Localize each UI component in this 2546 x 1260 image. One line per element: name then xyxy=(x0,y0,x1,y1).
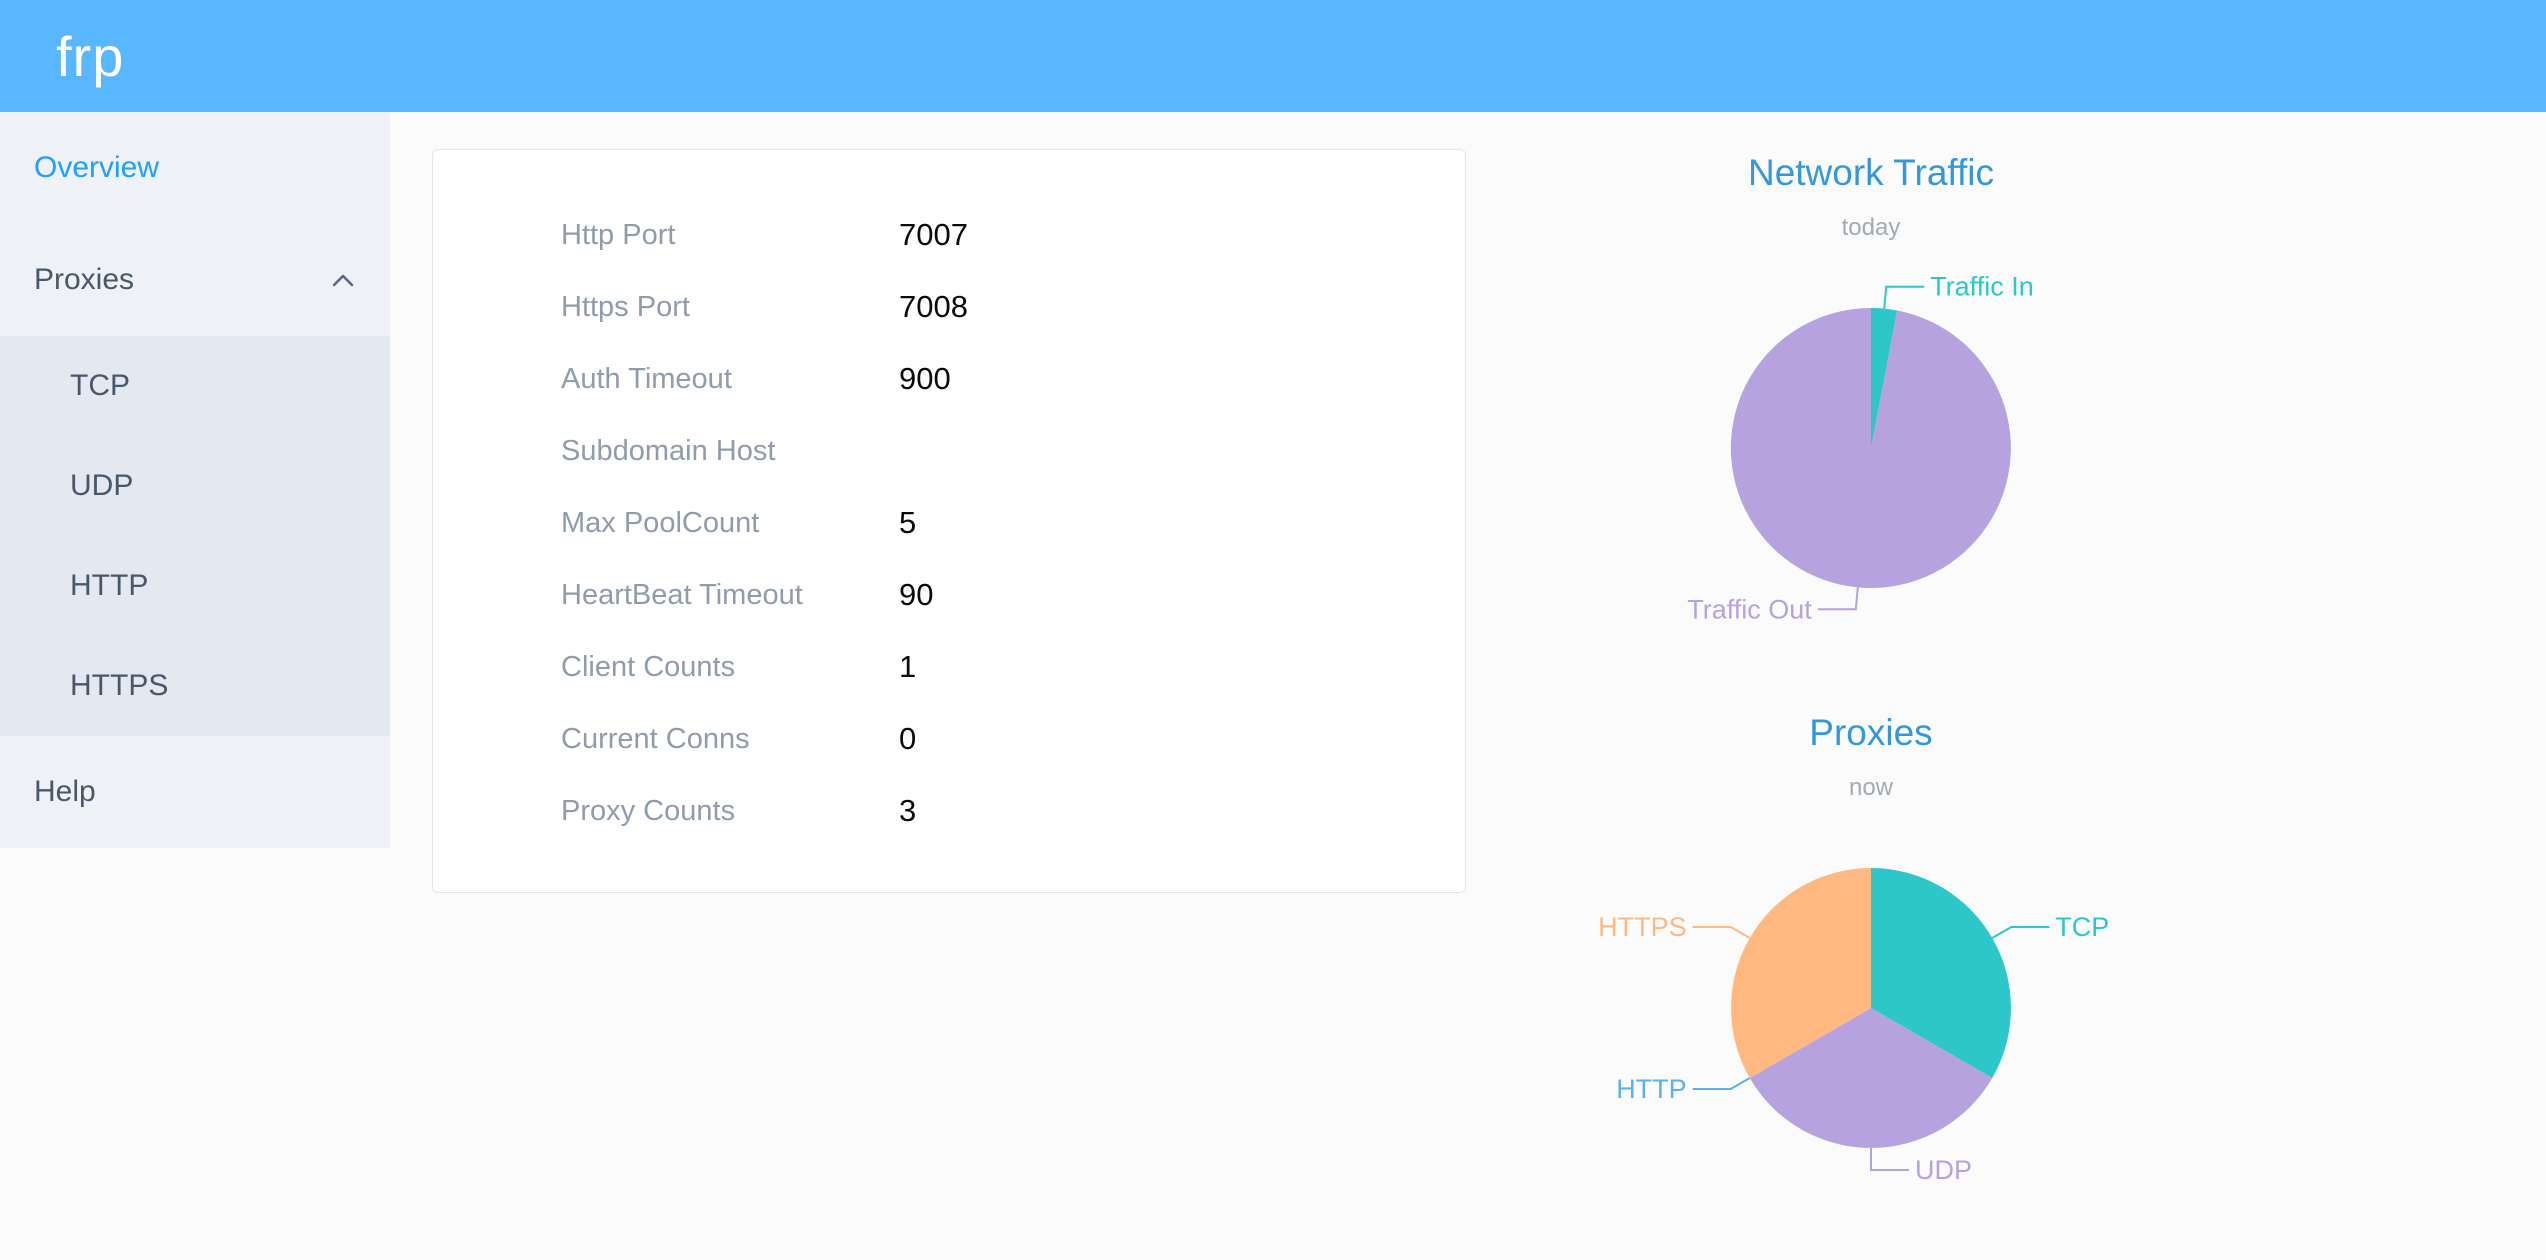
sidebar-item-udp-label: UDP xyxy=(70,469,134,502)
pie-slice-tcp xyxy=(1871,868,2011,1078)
pie-label-traffic-in: Traffic In xyxy=(1930,272,2034,302)
info-row-https-port: Https Port 7008 xyxy=(433,271,1465,343)
pie-slice-https xyxy=(1731,868,1871,1078)
info-label: Client Counts xyxy=(561,650,736,683)
pie-label-traffic-out: Traffic Out xyxy=(1687,594,1812,624)
sidebar-item-http[interactable]: HTTP xyxy=(0,536,390,636)
pie-slice-udp xyxy=(1749,1008,1993,1148)
chevron-up-icon xyxy=(332,274,354,286)
info-value: 900 xyxy=(899,361,951,396)
info-value: 5 xyxy=(899,505,917,540)
info-row-subdomain-host: Subdomain Host xyxy=(433,415,1465,487)
sidebar-item-https-label: HTTPS xyxy=(70,669,169,702)
proxies-subtitle: now xyxy=(1848,774,1894,801)
pie-slice-traffic-in xyxy=(1871,308,1898,448)
sidebar-item-proxies[interactable]: Proxies xyxy=(0,224,390,336)
info-label: Http Port xyxy=(561,218,676,251)
sidebar-item-udp[interactable]: UDP xyxy=(0,436,390,536)
info-label: Subdomain Host xyxy=(561,434,776,467)
sidebar-item-tcp-label: TCP xyxy=(70,369,130,402)
info-label: Current Conns xyxy=(561,722,750,755)
pie-label-line-http xyxy=(1692,1077,1751,1090)
pie-label-line-https xyxy=(1692,926,1751,939)
info-label: Https Port xyxy=(561,290,690,323)
info-row-auth-timeout: Auth Timeout 900 xyxy=(433,343,1465,415)
info-row-http-port: Http Port 7007 xyxy=(433,199,1465,271)
info-value: 7007 xyxy=(899,217,968,252)
network-traffic-title: Network Traffic xyxy=(1747,152,1995,193)
pie-label-line-tcp xyxy=(1991,926,2050,939)
info-value: 1 xyxy=(899,649,917,684)
info-value: 3 xyxy=(899,793,917,828)
proxies-title: Proxies xyxy=(1809,712,1933,753)
network-traffic-chart: Network Traffic today Traffic In Traffic … xyxy=(1481,140,2261,700)
network-traffic-pie: Traffic In Traffic Out xyxy=(1687,272,2034,625)
header: frp xyxy=(0,0,2546,112)
pie-label-line-traffic-in xyxy=(1883,285,1925,309)
proxies-submenu: TCP UDP HTTP HTTPS xyxy=(0,336,390,736)
proxies-pie: TCP UDP HTTP HTTPS xyxy=(1598,868,2109,1185)
pie-label-line-udp xyxy=(1870,1148,1909,1171)
sidebar-item-proxies-label: Proxies xyxy=(34,263,135,296)
app-logo: frp xyxy=(56,24,125,88)
pie-label-http: HTTP xyxy=(1616,1074,1687,1104)
info-value: 7008 xyxy=(899,289,968,324)
info-label: Auth Timeout xyxy=(561,362,732,395)
sidebar-item-overview-label: Overview xyxy=(34,151,160,184)
info-value: 90 xyxy=(899,577,934,612)
pie-label-line-traffic-out xyxy=(1817,587,1859,611)
info-row-current-conns: Current Conns 0 xyxy=(433,703,1465,775)
info-row-heartbeat-timeout: HeartBeat Timeout 90 xyxy=(433,559,1465,631)
server-info-card: Http Port 7007 Https Port 7008 Auth Time… xyxy=(432,149,1466,893)
sidebar-item-overview[interactable]: Overview xyxy=(0,112,390,224)
sidebar-item-http-label: HTTP xyxy=(70,569,149,602)
info-value: 0 xyxy=(899,721,917,756)
info-label: Proxy Counts xyxy=(561,794,736,827)
sidebar-item-help-label: Help xyxy=(34,775,96,808)
sidebar: Overview Proxies TCP UDP HTTP HTTPS Help xyxy=(0,112,390,848)
pie-label-https: HTTPS xyxy=(1598,912,1687,942)
sidebar-item-help[interactable]: Help xyxy=(0,736,390,848)
sidebar-item-tcp[interactable]: TCP xyxy=(0,336,390,436)
pie-label-tcp: TCP xyxy=(2055,912,2109,942)
proxies-chart: Proxies now TCP UDP HTTP HTTPS xyxy=(1481,700,2261,1260)
network-traffic-subtitle: today xyxy=(1841,214,1901,241)
info-label: HeartBeat Timeout xyxy=(561,578,803,611)
info-row-proxy-counts: Proxy Counts 3 xyxy=(433,775,1465,847)
pie-slice-traffic-out xyxy=(1730,307,2011,588)
info-label: Max PoolCount xyxy=(561,506,760,539)
pie-label-udp: UDP xyxy=(1915,1155,1972,1185)
sidebar-item-https[interactable]: HTTPS xyxy=(0,636,390,736)
info-row-client-counts: Client Counts 1 xyxy=(433,631,1465,703)
info-row-max-poolcount: Max PoolCount 5 xyxy=(433,487,1465,559)
